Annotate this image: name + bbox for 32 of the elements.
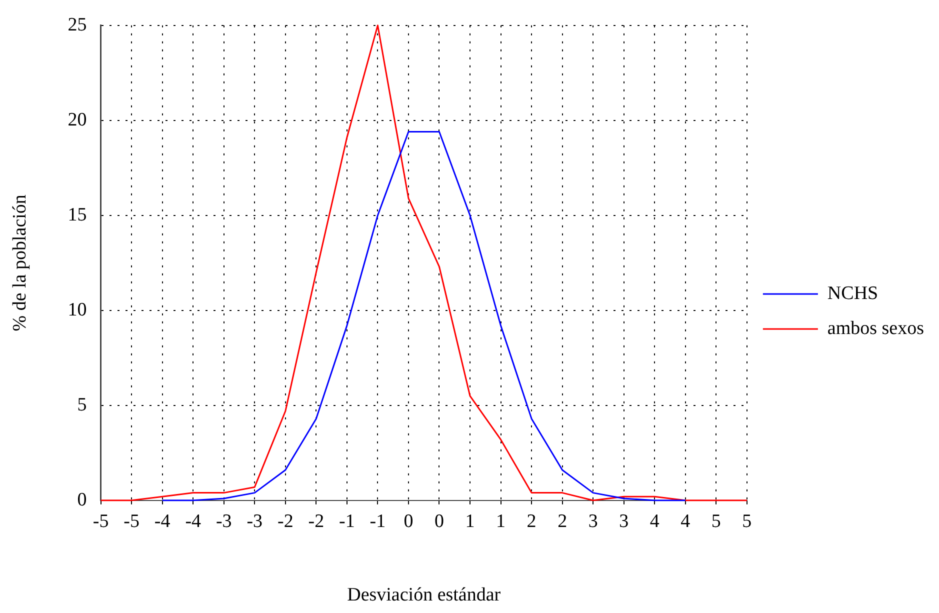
x-tick-label: 3 bbox=[619, 510, 629, 532]
legend-label: NCHS bbox=[827, 282, 878, 304]
x-tick-label: 0 bbox=[404, 510, 414, 532]
x-tick-label: -1 bbox=[339, 510, 355, 532]
legend-label: ambos sexos bbox=[827, 318, 924, 339]
x-axis-title: Desviación estándar bbox=[347, 584, 502, 606]
y-tick-label: 0 bbox=[77, 489, 87, 510]
y-tick-label: 20 bbox=[68, 109, 87, 130]
x-tick-label: -2 bbox=[277, 510, 294, 532]
x-tick-label: -3 bbox=[216, 510, 232, 532]
y-tick-label: 10 bbox=[68, 299, 87, 320]
x-tick-label: 4 bbox=[650, 510, 660, 532]
x-tick-label: 2 bbox=[526, 510, 536, 532]
y-axis-title: % de la población bbox=[9, 194, 30, 332]
x-tick-label: -5 bbox=[92, 510, 109, 532]
y-tick-label: 25 bbox=[68, 14, 87, 36]
x-tick-label: 2 bbox=[558, 510, 568, 532]
x-tick-label: -1 bbox=[370, 510, 386, 532]
x-tick-label: 5 bbox=[742, 510, 752, 532]
x-tick-label: 0 bbox=[434, 510, 444, 532]
x-tick-label: 5 bbox=[711, 510, 721, 532]
x-tick-label: -5 bbox=[124, 510, 140, 532]
y-tick-label: 5 bbox=[77, 394, 87, 416]
x-tick-label: 4 bbox=[680, 510, 691, 532]
x-tick-label: -3 bbox=[246, 510, 263, 532]
x-tick-label: -2 bbox=[308, 510, 324, 532]
x-tick-label: -4 bbox=[185, 510, 202, 532]
x-tick-label: 1 bbox=[465, 510, 475, 532]
x-tick-label: 3 bbox=[588, 510, 598, 532]
x-tick-label: 1 bbox=[496, 510, 506, 532]
y-tick-label: 15 bbox=[68, 204, 87, 226]
x-tick-label: -4 bbox=[154, 510, 171, 532]
